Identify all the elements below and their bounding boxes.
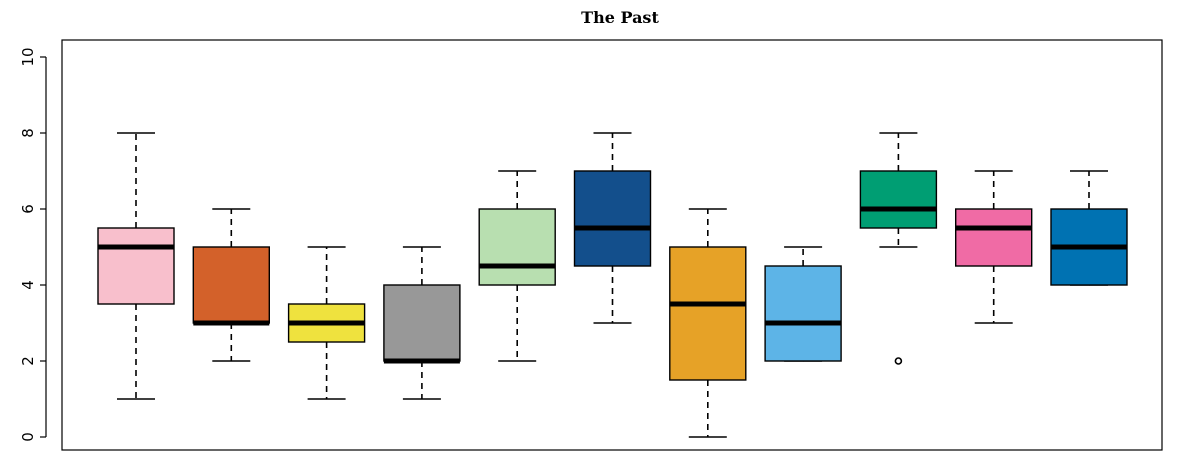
box-body: [764, 265, 842, 362]
box-group: [97, 132, 175, 400]
plot-frame: [61, 39, 1163, 451]
y-tick-label: 10: [19, 47, 37, 66]
box-group: [383, 246, 461, 400]
y-axis: 0 2 4 6 8 10: [19, 47, 47, 442]
boxes-layer: [97, 132, 1128, 438]
box-body: [192, 246, 271, 324]
box-group: [955, 170, 1033, 324]
box-group: [1050, 170, 1128, 286]
y-tick-label: 4: [19, 280, 37, 290]
y-tick-label: 2: [19, 356, 37, 366]
box-group: [287, 246, 366, 400]
y-tick-label: 8: [19, 128, 37, 138]
outlier-point: [894, 357, 903, 365]
y-tick-label: 0: [19, 432, 37, 442]
y-tick-label: 6: [19, 204, 37, 214]
box-group: [478, 170, 556, 362]
box-body: [859, 170, 938, 229]
box-group: [859, 132, 938, 365]
box-group: [764, 246, 842, 362]
box-body: [383, 284, 461, 362]
box-group: [192, 208, 271, 362]
box-group: [573, 132, 652, 324]
chart-title: The Past: [581, 8, 659, 27]
box-body: [669, 246, 747, 381]
box-body: [573, 170, 652, 267]
box-body: [97, 227, 175, 305]
box-group: [669, 208, 747, 438]
box-body: [955, 208, 1033, 267]
box-body: [478, 208, 556, 286]
